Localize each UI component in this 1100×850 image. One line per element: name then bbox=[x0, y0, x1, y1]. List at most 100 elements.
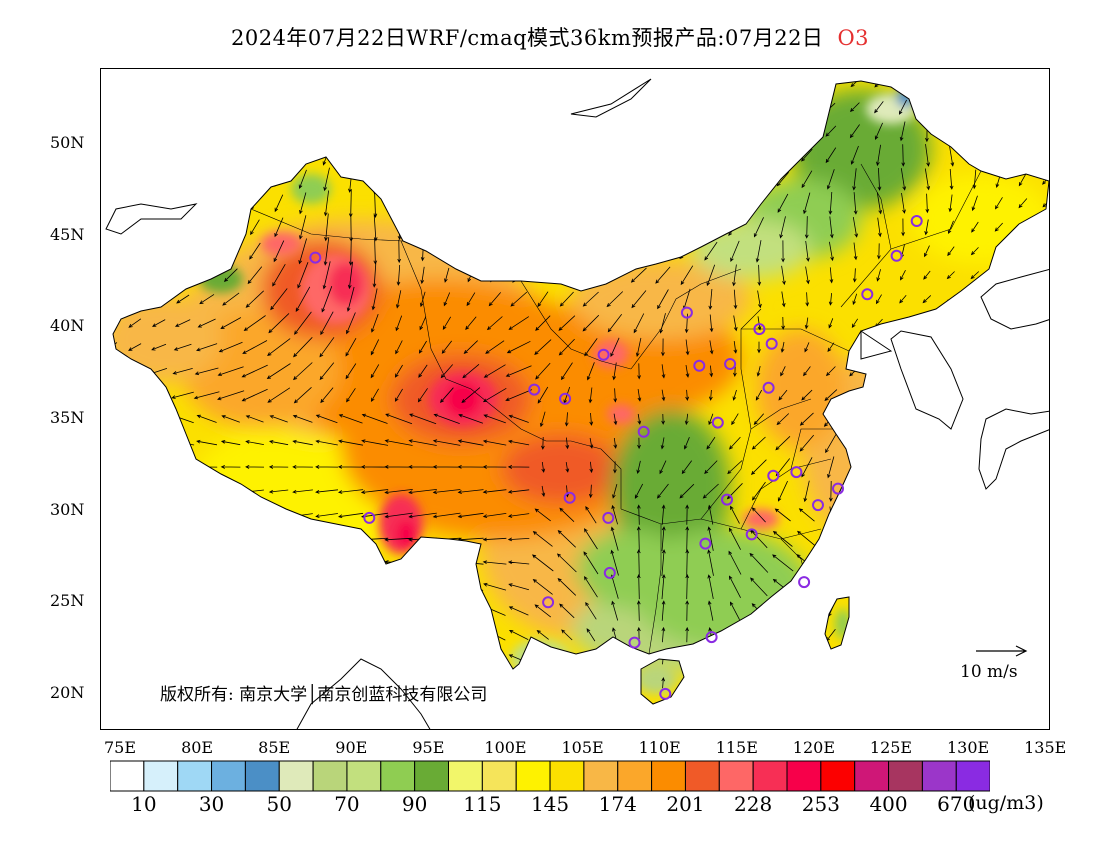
station-marker bbox=[597, 348, 610, 361]
lon-tick-label: 100E bbox=[484, 738, 527, 757]
legend-swatch bbox=[448, 760, 483, 792]
lat-tick-label: 40N bbox=[50, 316, 85, 336]
legend-swatch bbox=[752, 760, 788, 792]
lon-tick-label: 85E bbox=[258, 738, 291, 757]
lon-tick-label: 130E bbox=[946, 738, 990, 757]
legend-tick-label: 174 bbox=[598, 792, 637, 816]
copyright-notice: 版权所有: 南京大学│南京创蓝科技有限公司 bbox=[160, 685, 488, 705]
concentration-field bbox=[113, 81, 1049, 704]
legend-swatch bbox=[515, 760, 551, 792]
legend-tick-label: 115 bbox=[463, 792, 502, 816]
lon-tick-label: 110E bbox=[638, 738, 681, 757]
station-marker bbox=[798, 576, 811, 589]
lon-tick-label: 125E bbox=[869, 738, 913, 757]
station-marker bbox=[603, 566, 616, 579]
lat-tick-label: 20N bbox=[50, 682, 85, 702]
station-marker bbox=[705, 631, 718, 644]
legend-swatch bbox=[921, 760, 957, 792]
legend-tick-label: 400 bbox=[869, 792, 908, 816]
legend-tick-label: 10 bbox=[131, 792, 157, 816]
legend-swatch bbox=[177, 760, 213, 792]
map-frame bbox=[100, 68, 1050, 730]
station-marker bbox=[363, 511, 376, 524]
city-stations bbox=[309, 215, 923, 700]
lon-tick-label: 105E bbox=[561, 738, 604, 757]
lon-tick-label: 75E bbox=[103, 738, 137, 757]
lon-tick-label: 115E bbox=[715, 738, 758, 757]
lat-tick-label: 45N bbox=[50, 224, 85, 244]
station-marker bbox=[832, 482, 844, 495]
legend-swatch bbox=[955, 760, 990, 792]
station-marker bbox=[890, 249, 903, 262]
legend-swatch bbox=[684, 760, 720, 792]
lon-tick-label: 90E bbox=[335, 738, 368, 757]
color-legend bbox=[110, 760, 990, 792]
station-marker bbox=[628, 636, 641, 649]
station-marker bbox=[528, 383, 541, 396]
legend-swatch bbox=[414, 760, 449, 792]
legend-swatch bbox=[244, 760, 280, 792]
station-marker bbox=[861, 288, 874, 301]
station-marker bbox=[559, 392, 572, 405]
lon-tick-label: 120E bbox=[792, 738, 835, 757]
lat-tick-label: 30N bbox=[50, 499, 85, 519]
lon-tick-label: 95E bbox=[412, 738, 445, 757]
lat-tick-label: 50N bbox=[50, 133, 85, 152]
neighbor-coastlines bbox=[105, 78, 1049, 729]
legend-swatch bbox=[651, 760, 686, 792]
station-marker bbox=[762, 381, 775, 394]
legend-swatch bbox=[718, 760, 754, 792]
province-boundaries bbox=[250, 163, 982, 655]
station-marker bbox=[724, 358, 737, 370]
lon-tick-label: 135E bbox=[1024, 738, 1067, 757]
station-marker bbox=[309, 251, 322, 264]
station-marker bbox=[711, 416, 724, 429]
station-marker bbox=[910, 215, 923, 227]
station-marker bbox=[765, 337, 778, 350]
station-marker bbox=[680, 306, 693, 319]
title-text: 2024年07月22日WRF/cmaq模式36km预报产品:07月22日 bbox=[230, 26, 824, 50]
station-marker bbox=[767, 469, 780, 482]
legend-tick-label: 30 bbox=[198, 792, 225, 816]
o3-concentration-map bbox=[105, 78, 1049, 729]
legend-swatch bbox=[380, 760, 416, 792]
station-marker bbox=[602, 511, 615, 524]
legend-swatch bbox=[617, 760, 653, 792]
lat-tick-label: 35N bbox=[50, 407, 85, 427]
legend-swatch bbox=[110, 760, 145, 792]
station-marker bbox=[812, 499, 824, 512]
station-marker bbox=[699, 537, 712, 550]
china-border bbox=[112, 80, 1049, 705]
wind-reference-label: 10 m/s bbox=[960, 662, 1018, 682]
legend-swatch bbox=[820, 760, 856, 792]
legend-swatch bbox=[583, 760, 619, 792]
legend-swatch bbox=[888, 760, 923, 792]
legend-swatch bbox=[549, 760, 585, 792]
legend-swatch bbox=[143, 760, 179, 792]
legend-swatch bbox=[346, 760, 382, 792]
legend-swatch bbox=[211, 760, 246, 792]
map-title: 2024年07月22日WRF/cmaq模式36km预报产品:07月22日 O3 bbox=[0, 22, 1100, 52]
station-marker bbox=[753, 323, 766, 336]
legend-tick-label: 228 bbox=[734, 792, 773, 816]
legend-swatch bbox=[786, 760, 822, 792]
wind-reference-arrow bbox=[976, 645, 1028, 657]
legend-tick-label: 50 bbox=[266, 792, 292, 816]
legend-swatch bbox=[278, 760, 314, 792]
legend-tick-label: 201 bbox=[666, 792, 705, 816]
legend-tick-label: 70 bbox=[334, 792, 360, 816]
station-marker bbox=[637, 425, 650, 438]
legend-swatch bbox=[854, 760, 890, 792]
lat-tick-label: 25N bbox=[50, 591, 85, 611]
legend-swatch bbox=[312, 760, 348, 792]
legend-tick-label: 253 bbox=[801, 792, 840, 816]
station-marker bbox=[563, 491, 576, 504]
station-marker bbox=[790, 466, 803, 479]
legend-swatch bbox=[481, 760, 517, 792]
station-marker bbox=[693, 359, 706, 372]
station-marker bbox=[542, 596, 555, 609]
legend-tick-label: 670 bbox=[937, 792, 976, 816]
station-marker bbox=[721, 493, 733, 506]
pollutant-species: O3 bbox=[837, 26, 870, 50]
station-marker bbox=[745, 528, 758, 541]
